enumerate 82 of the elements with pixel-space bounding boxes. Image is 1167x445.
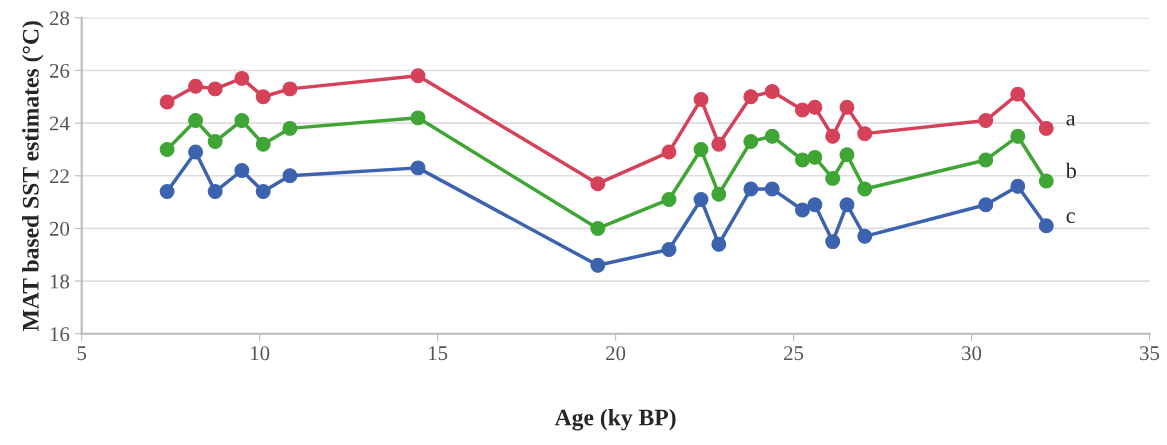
point <box>807 99 823 115</box>
series-label: a <box>1066 114 1076 126</box>
point <box>410 68 426 84</box>
point <box>661 242 677 257</box>
y-tick-label: 18 <box>50 274 70 289</box>
point <box>282 168 298 184</box>
point <box>825 128 841 144</box>
point <box>207 134 223 150</box>
point <box>794 202 810 218</box>
point <box>207 184 223 200</box>
point <box>255 136 271 152</box>
point <box>1010 128 1026 144</box>
point <box>1010 178 1026 194</box>
point <box>282 81 298 97</box>
y-tick-label: 28 <box>49 11 70 26</box>
point <box>794 152 810 168</box>
point <box>693 192 709 207</box>
point <box>807 197 823 213</box>
point <box>807 149 823 165</box>
point <box>743 181 759 197</box>
point <box>159 94 175 110</box>
x-tick-label: 15 <box>429 346 448 361</box>
point <box>234 70 250 86</box>
x-tick-label: 5 <box>77 346 87 361</box>
x-tick-label: 20 <box>606 346 626 361</box>
y-tick-label: 22 <box>49 169 69 183</box>
point <box>188 144 204 160</box>
point <box>978 113 994 128</box>
x-axis-title: Age (ky BP) <box>554 408 676 431</box>
point <box>159 184 175 200</box>
point <box>1038 218 1054 234</box>
point <box>839 147 855 163</box>
y-tick-label: 16 <box>50 327 70 342</box>
series-label: c <box>1066 212 1075 224</box>
y-tick-label: 26 <box>49 63 70 78</box>
point <box>282 120 298 136</box>
point <box>188 113 204 128</box>
point <box>1010 86 1026 102</box>
point <box>590 257 606 273</box>
point <box>693 91 709 107</box>
point <box>764 84 780 99</box>
point <box>234 163 250 178</box>
point <box>825 170 841 186</box>
point <box>839 99 855 115</box>
point <box>661 192 677 207</box>
point <box>207 81 223 97</box>
point <box>410 160 426 176</box>
point <box>661 144 677 160</box>
point <box>693 141 709 157</box>
point <box>794 102 810 118</box>
point <box>743 89 759 105</box>
x-tick-label: 30 <box>962 346 982 361</box>
point <box>159 141 175 157</box>
point <box>234 113 250 128</box>
point <box>764 181 780 197</box>
point <box>857 181 873 197</box>
point <box>1038 173 1054 189</box>
point <box>255 184 271 200</box>
series-label: b <box>1065 162 1076 179</box>
point <box>839 197 855 213</box>
point <box>188 78 204 94</box>
point <box>711 136 727 152</box>
point <box>825 234 841 250</box>
point <box>590 220 606 236</box>
point <box>255 89 271 105</box>
y-tick-label: 24 <box>49 116 70 131</box>
point <box>857 126 873 142</box>
y-axis-title: MAT based SST estimates (°C) <box>22 21 44 331</box>
point <box>743 134 759 150</box>
point <box>764 128 780 144</box>
point <box>711 236 727 252</box>
x-tick-label: 10 <box>251 346 270 361</box>
y-tick-label: 20 <box>49 221 70 236</box>
point <box>978 152 994 168</box>
x-tick-label: 25 <box>784 346 804 361</box>
point <box>857 228 873 244</box>
point <box>711 186 727 202</box>
x-tick-label: 35 <box>1140 346 1160 361</box>
point <box>978 197 994 213</box>
point <box>1038 120 1054 136</box>
point <box>410 110 426 126</box>
point <box>590 176 606 192</box>
